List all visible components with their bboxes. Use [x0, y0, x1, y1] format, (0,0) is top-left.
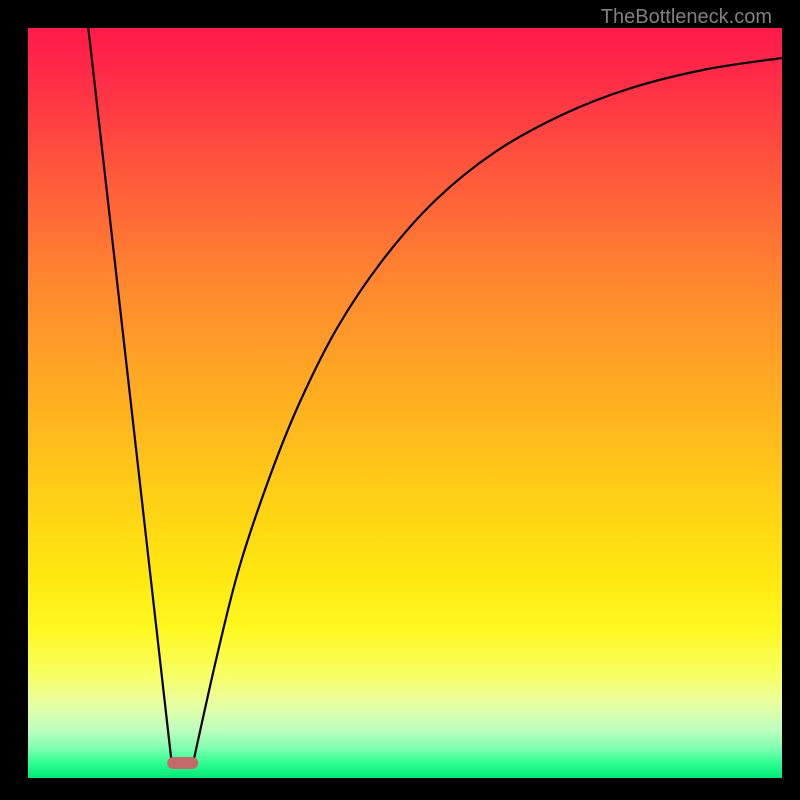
- watermark-text: TheBottleneck.com: [601, 6, 772, 29]
- chart-container: TheBottleneck.com: [0, 0, 800, 800]
- optimal-marker: [167, 757, 199, 769]
- gradient-background: [28, 28, 782, 778]
- plot-area: [28, 28, 782, 778]
